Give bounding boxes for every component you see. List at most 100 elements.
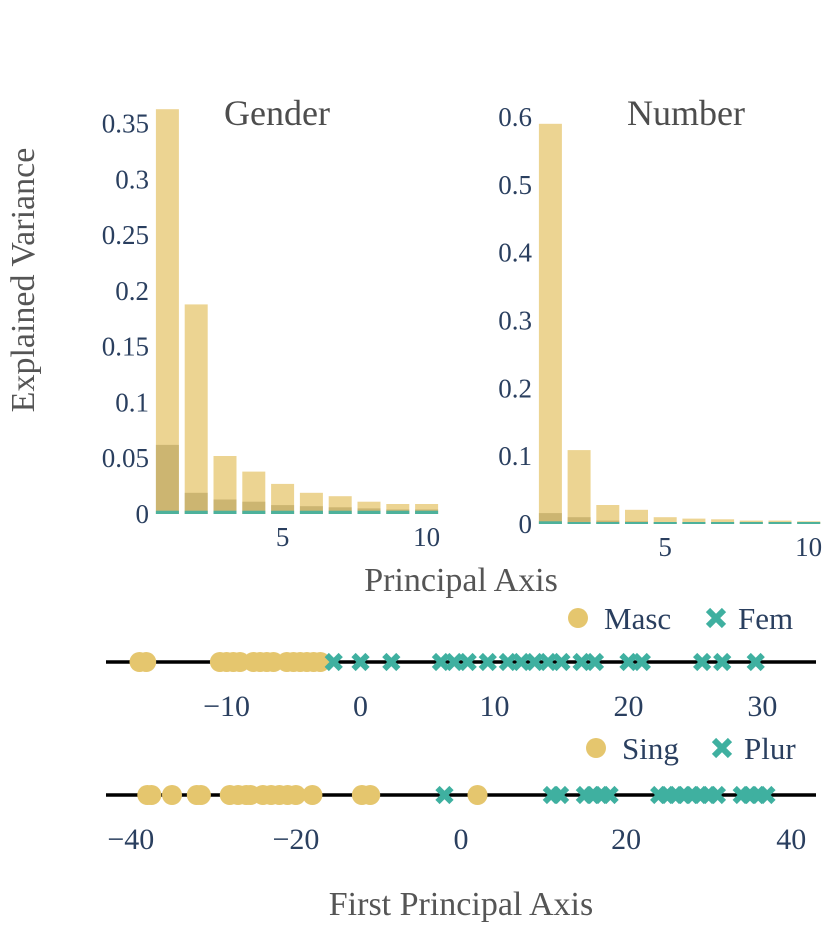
x-tick-label: 5 [658,532,672,562]
bar-gold-2 [184,304,208,514]
point-fem [693,652,712,672]
point-fem [713,652,732,672]
gender-bar-chart: 0 0.05 0.1 0.15 0.2 0.25 0.3 0.35 5 10 Gender [102,93,440,552]
point-plur [757,785,776,805]
bar-gold-7 [711,519,735,524]
legend-label: Fem [738,601,793,636]
point-fem [351,652,370,672]
bar-dark-2 [184,492,208,514]
legend-marker-sing [586,738,606,758]
point-fem [458,652,477,672]
point-plur [707,785,727,805]
y-tick-label: 0.3 [498,306,532,336]
point-plur [600,785,619,805]
x-tick-label: 10 [413,522,440,552]
y-tick-label: 0.5 [498,170,532,200]
bar-teal-3 [596,522,620,524]
x-axis-title-principal: Principal Axis [364,562,558,599]
point-masc [136,652,157,672]
point-sing [162,785,182,805]
point-sing [302,785,323,805]
y-tick-label: 0.25 [102,220,149,250]
bar-teal-5 [271,510,295,514]
bar-gold-3 [596,505,620,524]
point-sing [467,785,488,805]
y-tick-label: 0.1 [115,388,149,418]
y-tick-label: 0.2 [115,276,149,306]
y-tick-label: 0.05 [102,443,149,473]
point-sing [141,785,162,805]
bar-teal-4 [242,510,266,514]
y-tick-label: 0.4 [498,238,532,268]
bar-dark-3 [213,499,237,514]
bar-teal-3 [213,510,237,514]
bar-gold-6 [682,518,706,524]
y-tick-label: 0.6 [498,102,532,132]
y-tick-label: 0 [136,499,150,529]
subplot-title: Gender [224,93,330,133]
legend-marker-plur [711,737,733,759]
bar-teal-2 [184,510,208,514]
gender-scatter-strip: −10 0 10 20 30 Masc Fem [106,601,816,723]
bar-teal-10 [797,522,821,524]
point-fem [324,652,343,672]
bar-teal-1 [538,521,562,524]
bar-dark-7 [328,507,352,514]
x-tick-label: 10 [795,532,822,562]
bar-gold-5 [653,517,677,524]
bar-gold-4 [625,509,648,524]
bar-gold-1 [155,109,179,514]
bar-teal-7 [711,522,735,524]
x-tick-label: −20 [272,823,319,856]
bar-dark-2 [567,517,591,524]
bar-teal-1 [155,510,179,514]
y-tick-label: 0.35 [102,109,149,139]
bar-teal-8 [357,510,381,514]
x-tick-label: 40 [776,823,806,856]
x-axis-title-first-principal: First Principal Axis [329,886,593,923]
point-sing [285,785,306,805]
bar-teal-8 [739,522,763,524]
y-axis-title: Explained Variance [5,148,42,413]
bar-dark-1 [538,513,562,524]
number-bar-chart: 0 0.1 0.2 0.3 0.4 0.5 0.6 5 10 Number [498,93,822,562]
bar-teal-6 [299,510,323,514]
bar-gold-1 [538,123,562,525]
x-tick-label: −10 [203,690,250,723]
x-tick-label: 20 [614,690,644,723]
bar-teal-6 [682,522,706,524]
x-tick-label: −40 [107,823,154,856]
legend-label: Sing [622,731,679,766]
bar-teal-5 [653,522,677,524]
y-tick-label: 0.15 [102,332,149,362]
y-tick-label: 0.1 [498,441,532,471]
point-fem [552,652,571,672]
legend-label: Masc [604,601,671,636]
point-fem [478,652,497,672]
bar-teal-2 [567,522,591,524]
bar-teal-9 [768,522,792,524]
subplot-title: Number [627,93,745,133]
bar-teal-10 [415,510,439,514]
legend-marker-masc [568,608,588,628]
point-fem [585,652,605,672]
y-tick-label: 0 [519,509,533,539]
number-scatter-strip: −40 −20 0 20 40 Sing Plur [106,731,816,856]
point-sing [190,785,211,805]
bar-teal-9 [386,510,410,514]
bar-teal-4 [625,522,648,524]
bar-dark-6 [299,506,323,514]
point-fem [746,652,765,672]
legend-label: Plur [744,731,796,766]
x-tick-label: 0 [353,690,368,723]
y-tick-label: 0.2 [498,373,532,403]
x-tick-label: 0 [454,823,469,856]
bar-gold-10 [415,504,439,514]
point-fem [382,652,401,672]
y-tick-label: 0.3 [115,165,149,195]
x-tick-label: 10 [480,690,510,723]
point-plur [550,785,570,805]
x-tick-label: 20 [611,823,641,856]
point-plur [435,785,454,805]
